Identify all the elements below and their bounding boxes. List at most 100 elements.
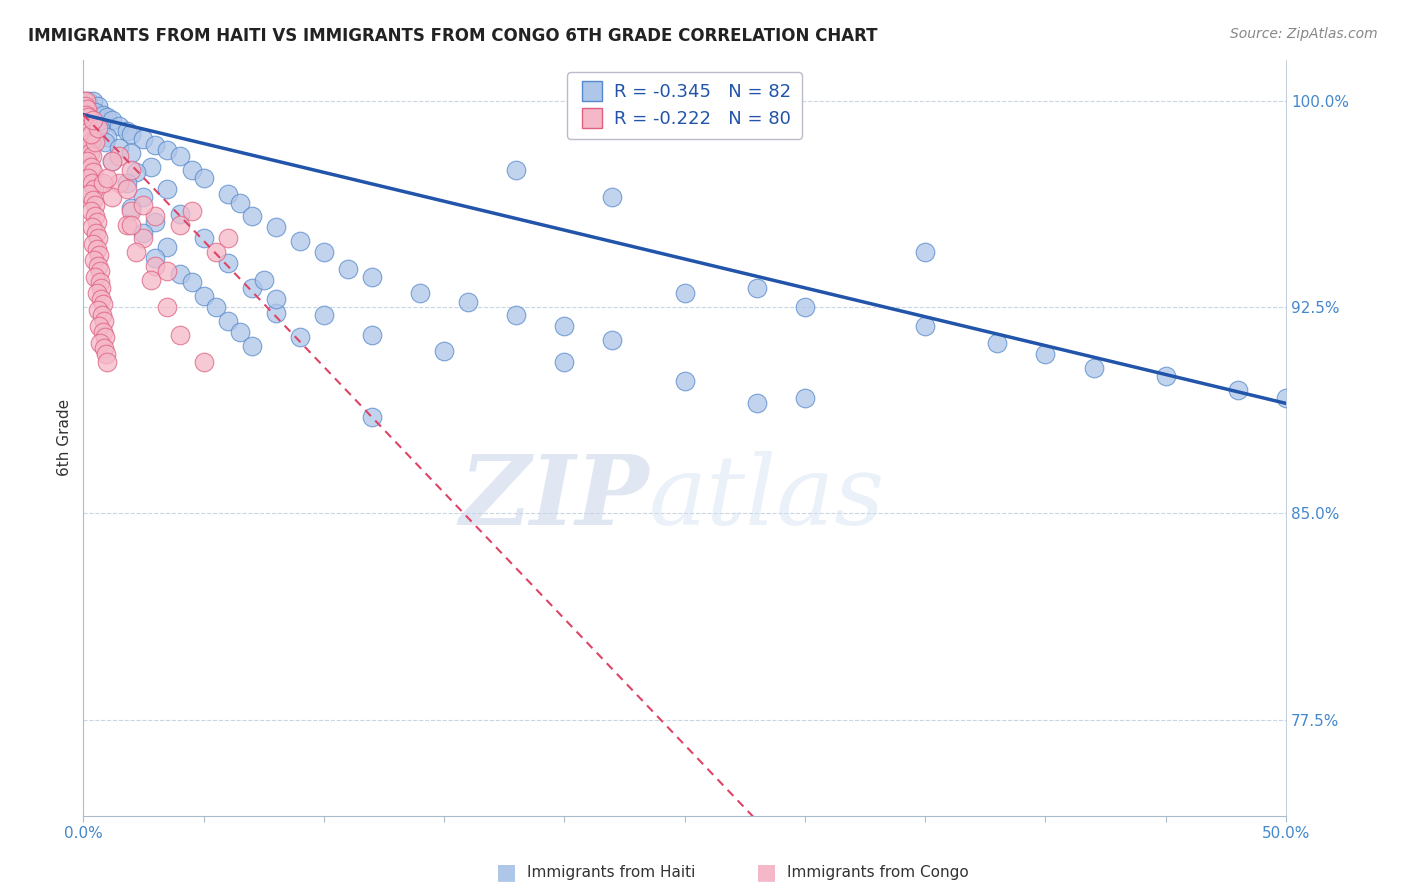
Point: [169, 206, 191, 220]
Point: [169, 149, 191, 163]
Point: [361, 327, 384, 342]
Point: [73, 116, 96, 130]
Legend: R = -0.345   N = 82, R = -0.222   N = 80: R = -0.345 N = 82, R = -0.222 N = 80: [567, 72, 801, 139]
Point: [553, 319, 575, 334]
Point: [217, 314, 239, 328]
Point: [84, 198, 107, 212]
Text: Immigrants from Haiti: Immigrants from Haiti: [527, 865, 696, 880]
Point: [94, 347, 117, 361]
Point: [132, 190, 155, 204]
Point: [264, 220, 287, 235]
Point: [914, 245, 936, 260]
Point: [87, 121, 110, 136]
Point: [253, 272, 276, 286]
Point: [204, 300, 226, 314]
Point: [505, 309, 527, 323]
Point: [87, 302, 110, 317]
Point: [1035, 347, 1057, 361]
Point: [745, 396, 768, 410]
Point: [89, 335, 111, 350]
Point: [77, 111, 100, 125]
Point: [240, 210, 263, 224]
Point: [87, 259, 110, 273]
Point: [101, 113, 124, 128]
Point: [89, 264, 111, 278]
Point: [120, 146, 142, 161]
Point: [1154, 368, 1177, 383]
Point: [83, 182, 105, 196]
Point: [89, 121, 111, 136]
Point: [79, 127, 101, 141]
Point: [361, 269, 384, 284]
Point: [87, 99, 110, 113]
Point: [336, 261, 359, 276]
Point: [120, 203, 142, 218]
Point: [76, 154, 98, 169]
Point: [79, 187, 101, 202]
Point: [145, 137, 167, 152]
Point: [156, 182, 179, 196]
Text: Source: ZipAtlas.com: Source: ZipAtlas.com: [1230, 27, 1378, 41]
Point: [288, 330, 311, 344]
Point: [673, 286, 696, 301]
Point: [82, 177, 104, 191]
Point: [86, 215, 108, 229]
Point: [145, 210, 167, 224]
Point: [91, 309, 114, 323]
Point: [120, 127, 142, 141]
Point: [83, 210, 105, 224]
Point: [76, 121, 98, 136]
Point: [228, 195, 250, 210]
Point: [91, 297, 114, 311]
Point: [602, 190, 624, 204]
Text: ZIP: ZIP: [458, 451, 648, 545]
Point: [115, 177, 138, 191]
Point: [87, 248, 110, 262]
Point: [264, 305, 287, 319]
Point: [602, 333, 624, 347]
Point: [217, 256, 239, 270]
Point: [84, 226, 107, 240]
Point: [108, 149, 131, 163]
Point: [82, 113, 104, 128]
Point: [101, 190, 124, 204]
Point: [193, 170, 215, 185]
Point: [180, 203, 202, 218]
Point: [91, 107, 114, 121]
Point: [156, 239, 179, 253]
Point: [86, 243, 108, 257]
Point: [73, 94, 96, 108]
Point: [169, 267, 191, 281]
Point: [83, 253, 105, 268]
Point: [145, 259, 167, 273]
Point: [84, 135, 107, 149]
Point: [87, 319, 110, 334]
Point: [193, 289, 215, 303]
Point: [96, 129, 118, 144]
Point: [288, 234, 311, 248]
Point: [108, 119, 131, 133]
Point: [361, 410, 384, 425]
Point: [77, 94, 100, 108]
Point: [86, 286, 108, 301]
Point: [673, 375, 696, 389]
Point: [115, 182, 138, 196]
Point: [433, 344, 456, 359]
Point: [217, 231, 239, 245]
Point: [87, 231, 110, 245]
Point: [156, 264, 179, 278]
Point: [1275, 391, 1298, 405]
Point: [125, 165, 148, 179]
Point: [793, 391, 815, 405]
Point: [1226, 383, 1249, 397]
Point: [101, 154, 124, 169]
Point: [96, 170, 118, 185]
Point: [120, 201, 142, 215]
Point: [169, 218, 191, 232]
Point: [93, 314, 115, 328]
Point: [115, 218, 138, 232]
Point: [94, 135, 117, 149]
Point: [80, 149, 103, 163]
Point: [132, 226, 155, 240]
Point: [193, 355, 215, 369]
